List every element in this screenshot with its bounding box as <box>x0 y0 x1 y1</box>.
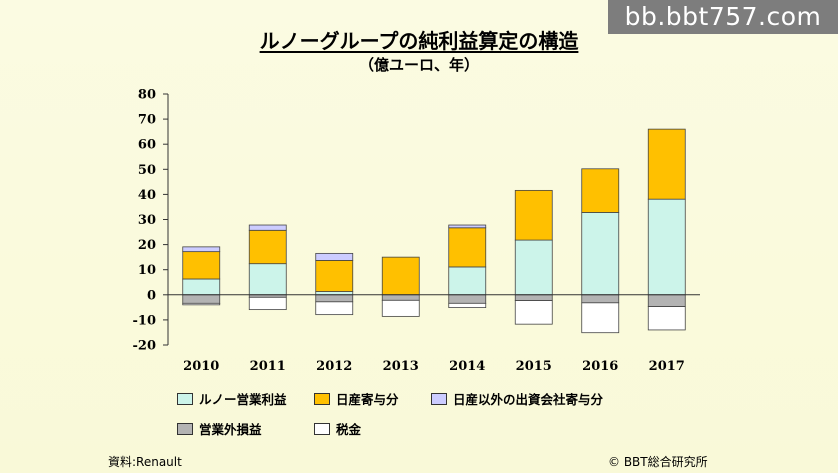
bar-segment-tax-2015 <box>514 300 553 325</box>
bar-segment-nonop-2013 <box>381 294 420 301</box>
chart-title: ルノーグループの純利益算定の構造 <box>0 25 838 54</box>
x-tick-label: 2016 <box>582 359 618 374</box>
chart-title-text: ルノーグループの純利益算定の構造 <box>259 29 579 53</box>
bar-segment-nonop-2010 <box>182 294 221 304</box>
y-tick-label: -20 <box>133 339 157 354</box>
source-note: 資料:Renault <box>108 455 182 469</box>
x-tick-label: 2013 <box>383 359 419 374</box>
bar-segment-operating-2010 <box>182 278 221 296</box>
legend-swatch-tax <box>314 422 330 435</box>
bar-segment-nissan-2011 <box>248 229 287 265</box>
x-tick-label: 2012 <box>316 359 352 374</box>
legend-item-nissan: 日産寄与分 <box>314 389 399 408</box>
legend-swatch-operating <box>177 392 193 405</box>
y-tick-label: 40 <box>138 188 156 203</box>
bar-segment-other-2014 <box>448 224 487 229</box>
bar-segment-nissan-2017 <box>647 128 686 200</box>
y-tick-label: -10 <box>133 313 157 328</box>
bar-segment-tax-2017 <box>647 306 686 331</box>
watermark: bb.bbt757.com <box>608 0 838 34</box>
bar-segment-operating-2011 <box>248 263 287 296</box>
legend-label-nissan: 日産寄与分 <box>336 392 399 407</box>
y-tick-label: 60 <box>138 138 156 153</box>
bar-segment-other-2011 <box>248 224 287 231</box>
y-tick-label: 70 <box>138 113 156 128</box>
bar-segment-tax-2011 <box>248 296 287 311</box>
legend-label-nonop: 営業外損益 <box>199 422 262 437</box>
legend-item-other: 日産以外の出資会社寄与分 <box>431 389 603 408</box>
y-tick-label: 10 <box>138 263 156 278</box>
copyright-note: © BBT総合研究所 <box>608 455 708 469</box>
y-tick-label: 80 <box>138 88 156 103</box>
bar-segment-tax-2013 <box>381 299 420 317</box>
y-tick-label: 30 <box>138 213 156 228</box>
legend-label-operating: ルノー営業利益 <box>199 392 287 407</box>
bar-segment-nissan-2012 <box>315 260 354 292</box>
bar-segment-nissan-2010 <box>182 251 221 280</box>
bar-segment-operating-2014 <box>448 266 487 296</box>
y-tick-label: 20 <box>138 238 156 253</box>
bar-segment-nissan-2013 <box>381 256 420 296</box>
chart-subtitle: （億ユーロ、年） <box>358 56 479 74</box>
bar-segment-tax-2014 <box>448 302 487 309</box>
x-tick-label: 2017 <box>649 359 685 374</box>
x-tick-label: 2014 <box>449 359 485 374</box>
bar-segment-tax-2016 <box>581 302 620 334</box>
bar-segment-nonop-2015 <box>514 294 553 301</box>
bar-segment-operating-2016 <box>581 212 620 296</box>
x-tick-label: 2011 <box>250 359 286 374</box>
y-tick-label: 0 <box>147 288 156 303</box>
bar-segment-nonop-2017 <box>647 294 686 307</box>
bar-segment-nissan-2016 <box>581 168 620 213</box>
bar-segment-nissan-2015 <box>514 189 553 241</box>
bar-segment-operating-2015 <box>514 239 553 296</box>
bar-segment-other-2012 <box>315 252 354 261</box>
legend-label-other: 日産以外の出資会社寄与分 <box>453 392 604 407</box>
legend-item-operating: ルノー営業利益 <box>177 389 287 408</box>
bar-segment-tax-2010 <box>182 302 221 306</box>
legend-label-tax: 税金 <box>336 422 362 437</box>
bar-segment-operating-2017 <box>647 198 686 296</box>
legend-item-nonop: 営業外損益 <box>177 419 262 438</box>
legend-item-tax: 税金 <box>314 419 361 438</box>
bar-segment-nonop-2012 <box>315 294 354 303</box>
y-tick-label: 50 <box>138 163 156 178</box>
x-tick-label: 2015 <box>516 359 552 374</box>
legend-swatch-other <box>431 392 447 405</box>
legend-swatch-nissan <box>314 392 330 405</box>
bar-segment-other-2010 <box>182 246 221 253</box>
legend-swatch-nonop <box>177 422 193 435</box>
bar-segment-tax-2012 <box>315 301 354 316</box>
bar-segment-nissan-2014 <box>448 227 487 268</box>
bar-segment-nonop-2016 <box>581 294 620 304</box>
bar-segment-nonop-2014 <box>448 294 487 304</box>
x-tick-label: 2010 <box>183 359 219 374</box>
